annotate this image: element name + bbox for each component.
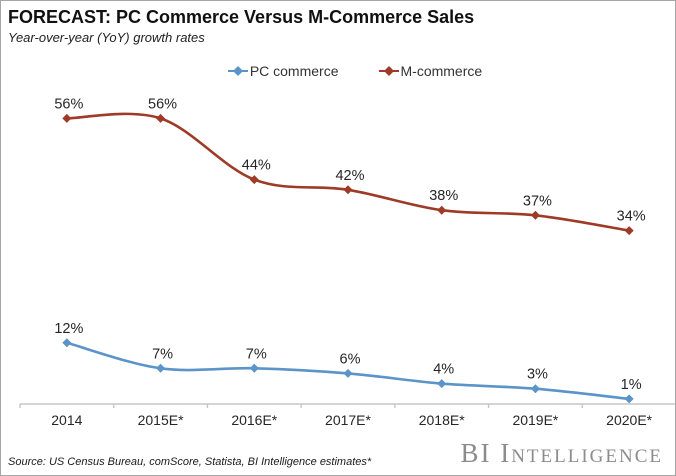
data-label-m-commerce: 56% bbox=[148, 96, 177, 112]
chart-subtitle: Year-over-year (YoY) growth rates bbox=[8, 30, 205, 45]
x-axis-label: 2017E* bbox=[325, 412, 371, 428]
data-point-m-commerce bbox=[62, 113, 72, 123]
data-label-m-commerce: 44% bbox=[242, 158, 271, 174]
data-label-m-commerce: 56% bbox=[54, 96, 83, 112]
data-point-m-commerce bbox=[437, 205, 447, 215]
legend-item-m-commerce[interactable]: M-commerce bbox=[378, 63, 483, 79]
legend-label: M-commerce bbox=[400, 63, 483, 79]
line-with-diamond-marker-icon bbox=[227, 66, 248, 76]
data-point-pc-commerce bbox=[530, 384, 540, 394]
data-label-pc-commerce: 7% bbox=[152, 346, 173, 362]
data-label-m-commerce: 37% bbox=[523, 193, 552, 209]
data-point-m-commerce bbox=[249, 175, 259, 185]
data-label-m-commerce: 38% bbox=[429, 188, 458, 204]
data-point-m-commerce bbox=[530, 210, 540, 220]
data-point-pc-commerce bbox=[624, 394, 634, 404]
data-point-pc-commerce bbox=[343, 368, 353, 378]
x-axis-label: 2020E* bbox=[606, 412, 652, 428]
data-point-m-commerce bbox=[156, 113, 166, 123]
line-with-diamond-marker-icon bbox=[378, 66, 399, 76]
data-label-pc-commerce: 1% bbox=[621, 377, 642, 393]
legend-label: PC commerce bbox=[249, 63, 339, 79]
data-label-pc-commerce: 4% bbox=[433, 362, 454, 378]
legend-item-pc-commerce[interactable]: PC commerce bbox=[227, 63, 339, 79]
x-axis-label: 2016E* bbox=[231, 412, 277, 428]
data-label-m-commerce: 42% bbox=[335, 168, 364, 184]
data-point-pc-commerce bbox=[437, 379, 447, 389]
data-label-pc-commerce: 7% bbox=[246, 346, 267, 362]
x-axis-label: 2014 bbox=[51, 412, 82, 428]
data-label-pc-commerce: 12% bbox=[54, 321, 83, 337]
chart-title: FORECAST: PC Commerce Versus M-Commerce … bbox=[8, 7, 475, 27]
legend: PC commerce M-commerce bbox=[1, 63, 675, 79]
data-point-pc-commerce bbox=[249, 363, 259, 373]
data-label-pc-commerce: 3% bbox=[527, 367, 548, 383]
data-point-m-commerce bbox=[624, 226, 634, 236]
x-axis-label: 2019E* bbox=[512, 412, 558, 428]
source-note: Source: US Census Bureau, comScore, Stat… bbox=[8, 456, 372, 468]
data-label-pc-commerce: 6% bbox=[340, 351, 361, 367]
x-axis-label: 2015E* bbox=[138, 412, 184, 428]
data-point-m-commerce bbox=[343, 185, 353, 195]
x-axis-label: 2018E* bbox=[419, 412, 465, 428]
bi-intelligence-logo: BI Intelligence bbox=[460, 438, 663, 468]
data-point-pc-commerce bbox=[62, 338, 72, 348]
data-point-pc-commerce bbox=[156, 363, 166, 373]
data-label-m-commerce: 34% bbox=[617, 209, 646, 225]
